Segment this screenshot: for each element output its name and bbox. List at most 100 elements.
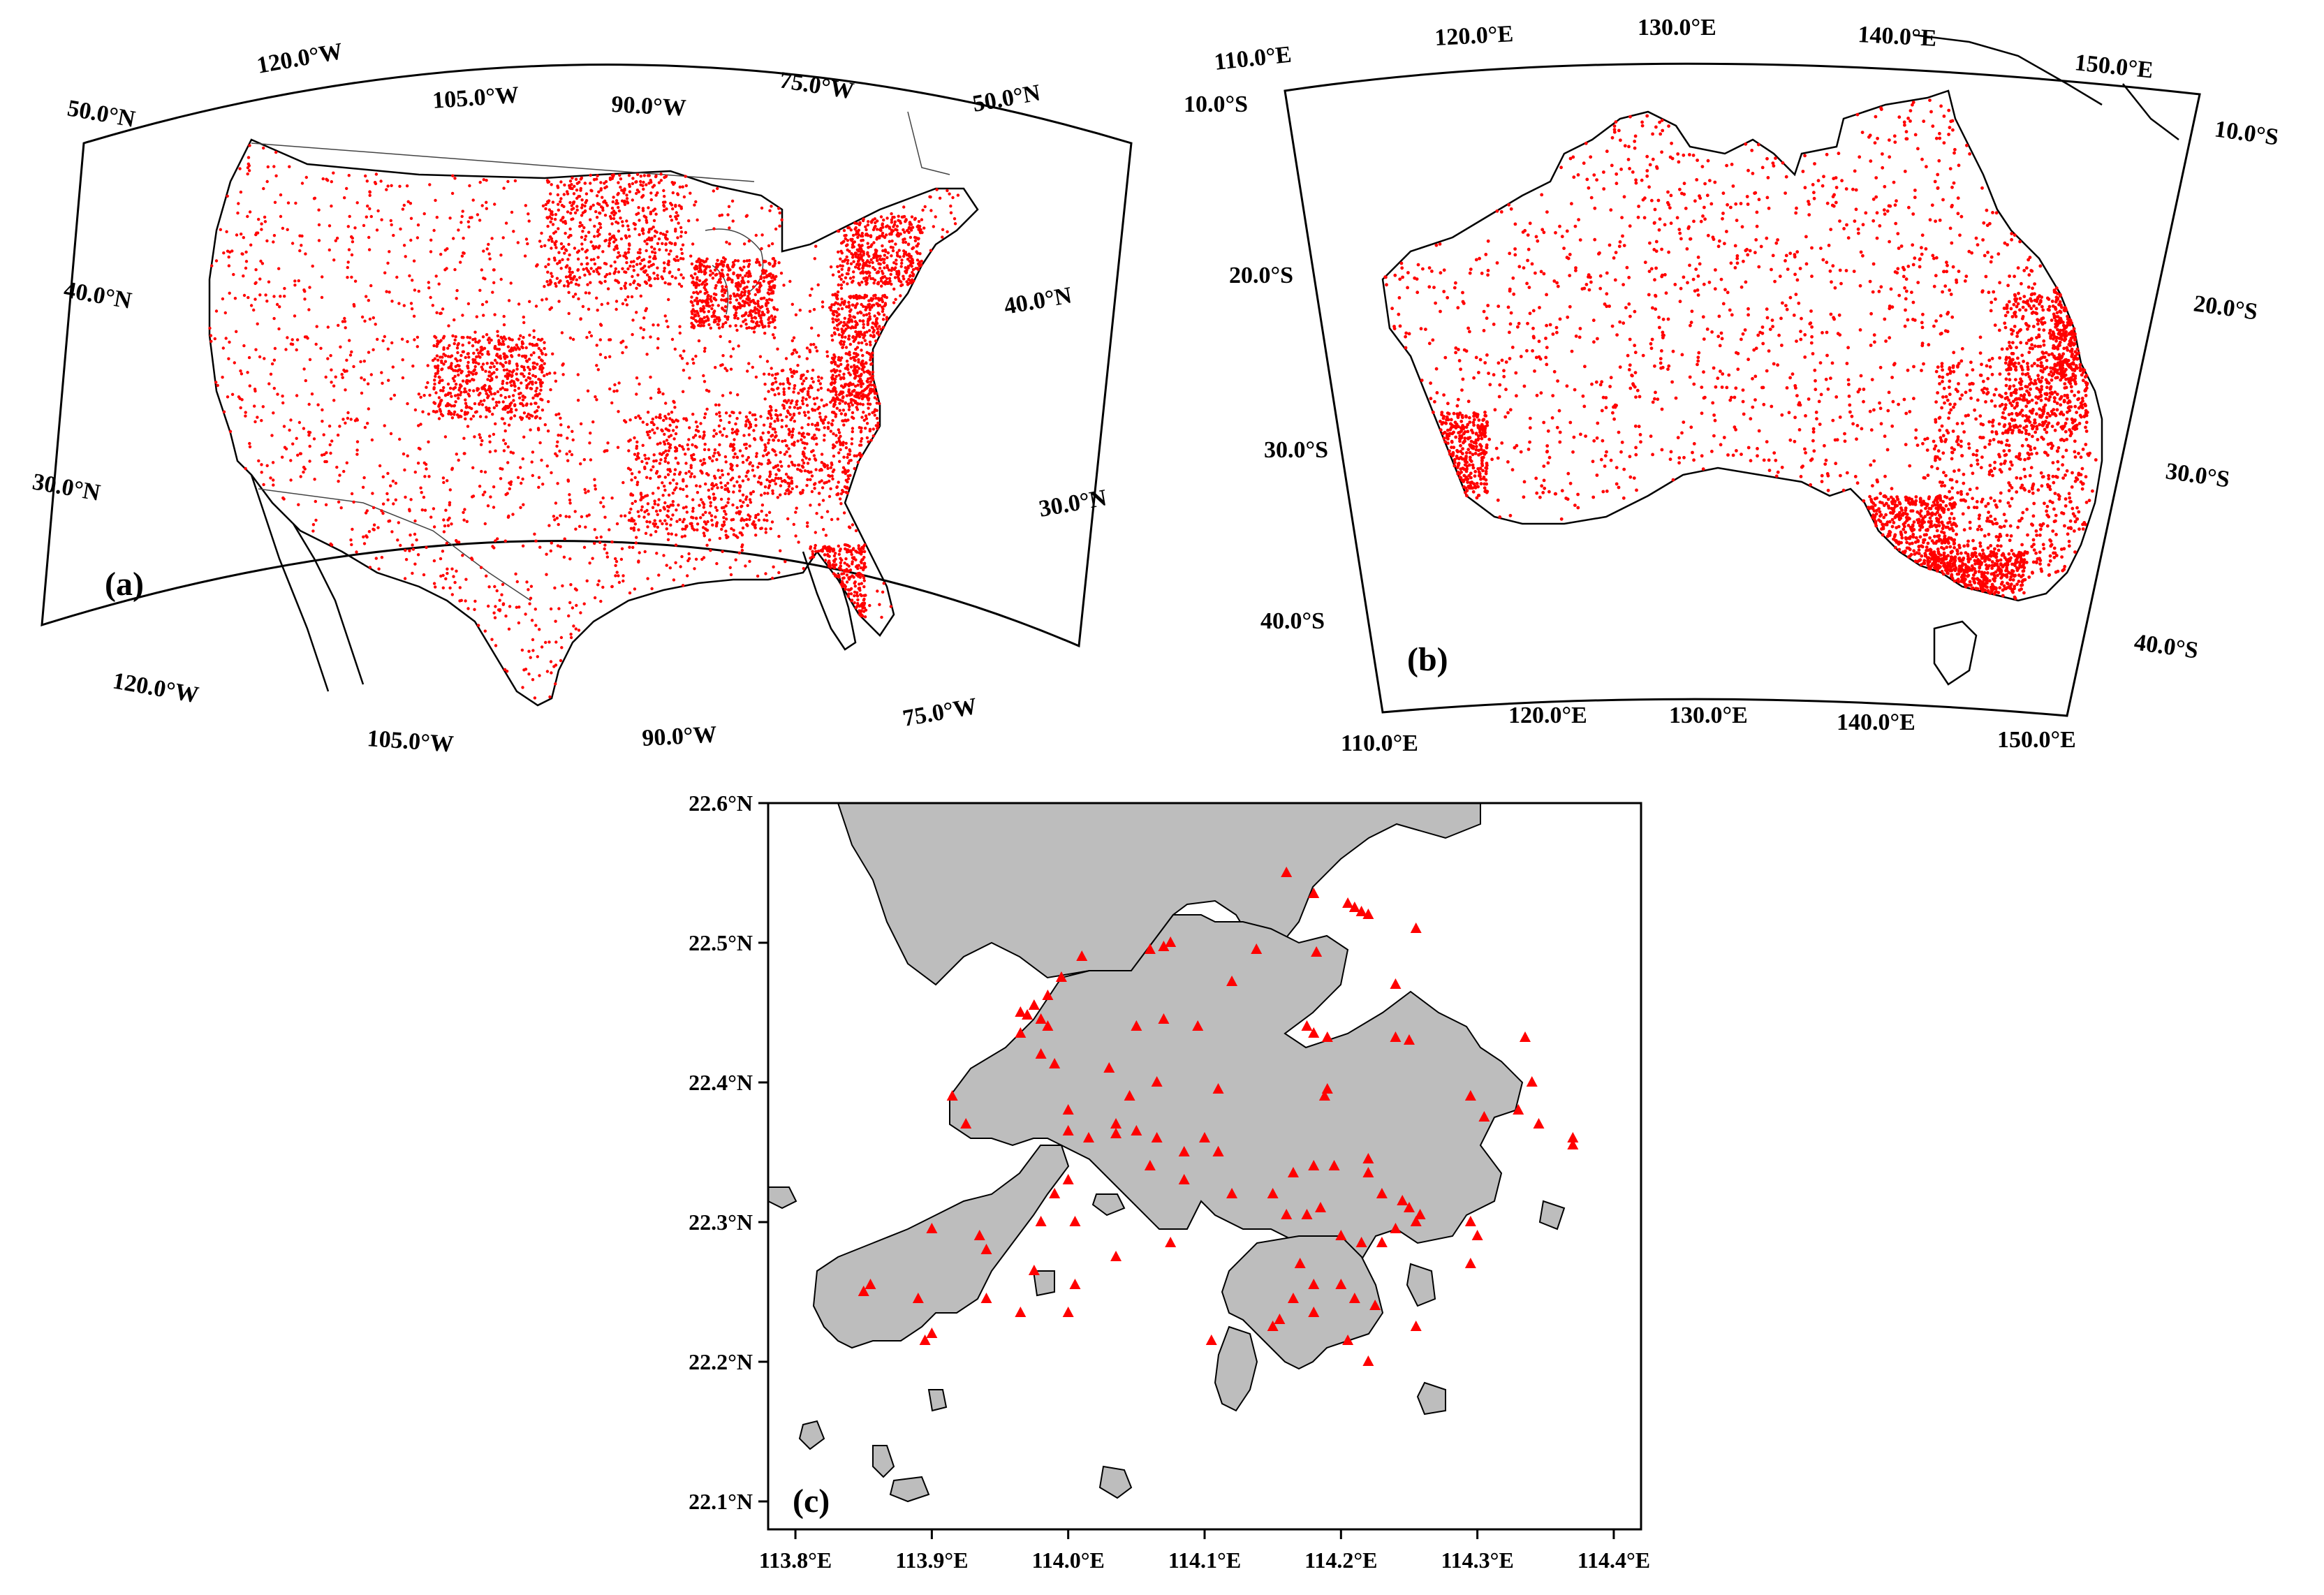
station-dot — [798, 309, 802, 312]
station-dot — [862, 217, 865, 221]
station-dot — [873, 267, 877, 272]
station-dot — [671, 492, 675, 495]
station-dot — [616, 446, 620, 449]
station-dot — [876, 304, 880, 307]
station-dot — [702, 531, 706, 535]
station-dot — [839, 362, 843, 366]
station-dot — [627, 449, 631, 453]
station-dot — [813, 457, 817, 461]
station-dot — [874, 296, 878, 300]
station-dot — [492, 281, 496, 284]
station-dot — [531, 343, 534, 346]
station-dot — [536, 427, 540, 430]
station-dot — [517, 386, 521, 390]
station-dot — [848, 526, 852, 529]
station-dot — [844, 346, 848, 349]
station-dot — [462, 236, 465, 240]
station-dot — [735, 307, 739, 311]
station-dot — [545, 372, 549, 376]
station-dot — [941, 228, 945, 231]
station-dot — [314, 499, 317, 504]
station-dot — [588, 330, 591, 335]
station-dot — [246, 214, 249, 219]
station-dot — [501, 386, 504, 390]
station-dot — [549, 220, 552, 223]
station-dot — [814, 468, 818, 471]
station-dot — [610, 497, 614, 500]
station-dot — [847, 267, 851, 270]
station-dot — [610, 585, 614, 589]
station-dot — [837, 544, 841, 548]
station-dot — [647, 265, 651, 269]
station-dot — [272, 240, 275, 244]
station-dot — [326, 357, 330, 360]
station-dot — [795, 370, 799, 374]
station-dot — [422, 394, 426, 397]
station-dot — [662, 203, 665, 207]
station-dot — [858, 452, 862, 455]
station-dot — [780, 480, 784, 483]
station-dot — [460, 336, 464, 339]
station-dot — [856, 266, 860, 270]
station-dot — [665, 453, 669, 457]
station-dot — [858, 402, 862, 406]
station-dot — [461, 554, 464, 557]
station-dot — [446, 571, 449, 575]
station-dot — [383, 271, 387, 274]
station-dot — [786, 487, 790, 492]
station-dot — [652, 226, 655, 229]
station-dot — [715, 521, 719, 524]
station-dot — [795, 506, 798, 510]
station-dot — [807, 386, 811, 390]
station-dot — [682, 517, 686, 521]
station-dot — [553, 518, 557, 522]
station-dot — [656, 390, 661, 395]
station-dot — [450, 468, 454, 471]
station-dot — [869, 277, 873, 281]
station-dot — [829, 390, 832, 393]
station-dot — [512, 399, 515, 402]
station-dot — [513, 403, 517, 406]
station-dot — [355, 201, 359, 205]
station-dot — [726, 316, 729, 321]
station-dot — [513, 179, 517, 183]
station-dot — [717, 326, 721, 330]
station-dot — [603, 450, 606, 453]
station-dot — [741, 460, 745, 464]
station-dot — [501, 602, 506, 605]
station-dot — [489, 495, 492, 499]
station-dot — [654, 193, 658, 197]
station-dot — [833, 387, 837, 390]
station-dot — [599, 599, 603, 603]
station-dot — [680, 535, 684, 538]
station-dot — [543, 362, 546, 365]
station-dot — [480, 268, 483, 272]
station-dot — [863, 388, 867, 392]
station-dot — [515, 408, 518, 412]
station-dot — [521, 686, 524, 689]
station-dot — [480, 346, 483, 349]
station-dot — [666, 325, 670, 329]
station-dot — [712, 434, 716, 438]
station-dot — [641, 207, 645, 210]
station-dot — [466, 392, 470, 396]
station-dot — [811, 368, 815, 372]
station-dot — [493, 313, 497, 316]
station-dot — [643, 453, 647, 457]
station-dot — [605, 204, 609, 207]
station-dot — [445, 267, 448, 270]
station-dot — [649, 198, 653, 202]
station-dot — [857, 360, 860, 364]
station-dot — [883, 302, 888, 305]
station-dot — [740, 267, 743, 272]
station-dot — [464, 599, 467, 603]
station-dot — [644, 531, 648, 535]
station-dot — [295, 436, 298, 440]
station-dot — [344, 388, 347, 392]
station-dot — [702, 506, 706, 509]
station-dot — [658, 248, 661, 251]
station-dot — [446, 392, 450, 397]
station-dot — [490, 377, 494, 381]
station-dot — [649, 335, 652, 339]
station-dot — [328, 224, 332, 228]
